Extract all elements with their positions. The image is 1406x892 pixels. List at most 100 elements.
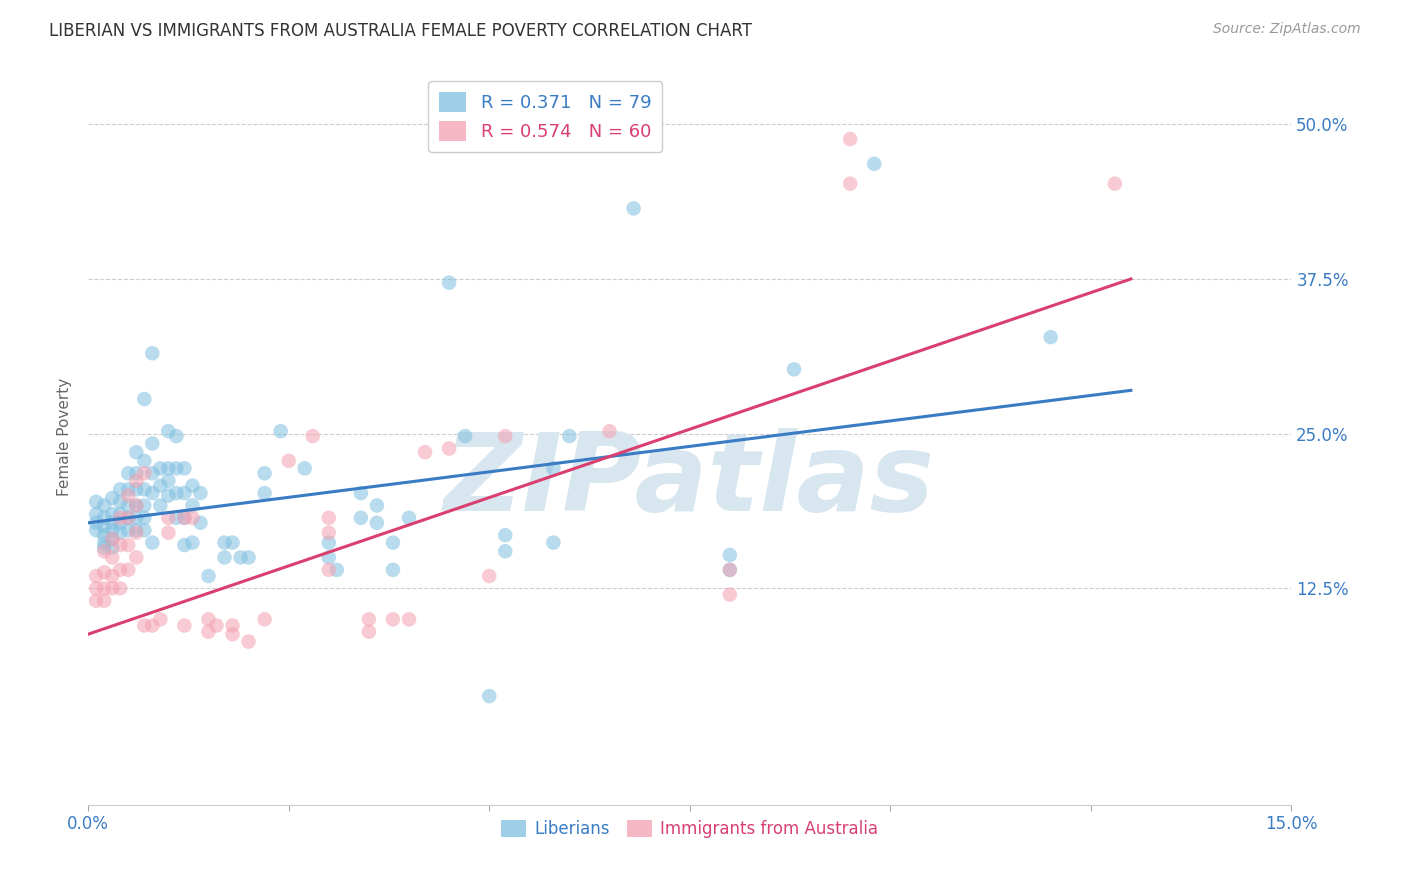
Point <box>398 612 420 626</box>
Point <box>134 454 156 468</box>
Point <box>149 478 172 492</box>
Point <box>101 507 124 521</box>
Point <box>350 486 373 500</box>
Point <box>125 474 148 488</box>
Point <box>125 467 148 481</box>
Point <box>366 499 388 513</box>
Point <box>437 276 460 290</box>
Point <box>117 563 139 577</box>
Point <box>157 525 180 540</box>
Point <box>221 618 243 632</box>
Point <box>110 538 132 552</box>
Point <box>190 516 212 530</box>
Point <box>117 523 139 537</box>
Point <box>599 424 621 438</box>
Point <box>101 491 124 505</box>
Point <box>205 618 228 632</box>
Point <box>93 594 115 608</box>
Point <box>101 541 124 555</box>
Point <box>318 563 340 577</box>
Point <box>84 494 107 508</box>
Point <box>84 507 107 521</box>
Point <box>494 544 516 558</box>
Point <box>101 523 124 537</box>
Point <box>117 499 139 513</box>
Point <box>117 538 139 552</box>
Point <box>149 461 172 475</box>
Point <box>181 511 204 525</box>
Point <box>318 525 340 540</box>
Point <box>181 499 204 513</box>
Point <box>125 523 148 537</box>
Point <box>318 550 340 565</box>
Point <box>134 618 156 632</box>
Point <box>149 499 172 513</box>
Point <box>357 612 380 626</box>
Point <box>110 511 132 525</box>
Text: Source: ZipAtlas.com: Source: ZipAtlas.com <box>1213 22 1361 37</box>
Point <box>214 535 236 549</box>
Point <box>381 612 404 626</box>
Point <box>558 429 581 443</box>
Point <box>350 511 373 525</box>
Point <box>110 525 132 540</box>
Point <box>839 177 862 191</box>
Point <box>134 392 156 406</box>
Point <box>141 486 163 500</box>
Point <box>134 483 156 497</box>
Point <box>110 507 132 521</box>
Point <box>494 429 516 443</box>
Point <box>478 569 501 583</box>
Point <box>84 523 107 537</box>
Point <box>221 535 243 549</box>
Point <box>141 535 163 549</box>
Point <box>494 528 516 542</box>
Point <box>93 566 115 580</box>
Point <box>125 445 148 459</box>
Point <box>134 523 156 537</box>
Point <box>134 499 156 513</box>
Point <box>173 486 195 500</box>
Point <box>93 544 115 558</box>
Point <box>93 511 115 525</box>
Point <box>110 516 132 530</box>
Point <box>101 582 124 596</box>
Point <box>543 461 565 475</box>
Y-axis label: Female Poverty: Female Poverty <box>58 377 72 496</box>
Point <box>197 612 219 626</box>
Point <box>134 467 156 481</box>
Point <box>157 511 180 525</box>
Point <box>157 489 180 503</box>
Point <box>783 362 806 376</box>
Point <box>149 612 172 626</box>
Point <box>253 467 276 481</box>
Point <box>101 569 124 583</box>
Point <box>125 499 148 513</box>
Point <box>141 436 163 450</box>
Point <box>229 550 252 565</box>
Point <box>478 689 501 703</box>
Point <box>277 454 299 468</box>
Point <box>101 550 124 565</box>
Point <box>165 486 187 500</box>
Point <box>101 532 124 546</box>
Text: ZIPatlas: ZIPatlas <box>444 428 935 534</box>
Point <box>238 550 260 565</box>
Point <box>110 483 132 497</box>
Point <box>110 563 132 577</box>
Point <box>93 541 115 555</box>
Point <box>1039 330 1062 344</box>
Point <box>366 516 388 530</box>
Point <box>125 525 148 540</box>
Point <box>190 486 212 500</box>
Point <box>197 624 219 639</box>
Point <box>84 569 107 583</box>
Point <box>413 445 436 459</box>
Point <box>863 157 886 171</box>
Point <box>326 563 349 577</box>
Point <box>197 569 219 583</box>
Point <box>173 538 195 552</box>
Point <box>253 612 276 626</box>
Point <box>157 424 180 438</box>
Point <box>253 486 276 500</box>
